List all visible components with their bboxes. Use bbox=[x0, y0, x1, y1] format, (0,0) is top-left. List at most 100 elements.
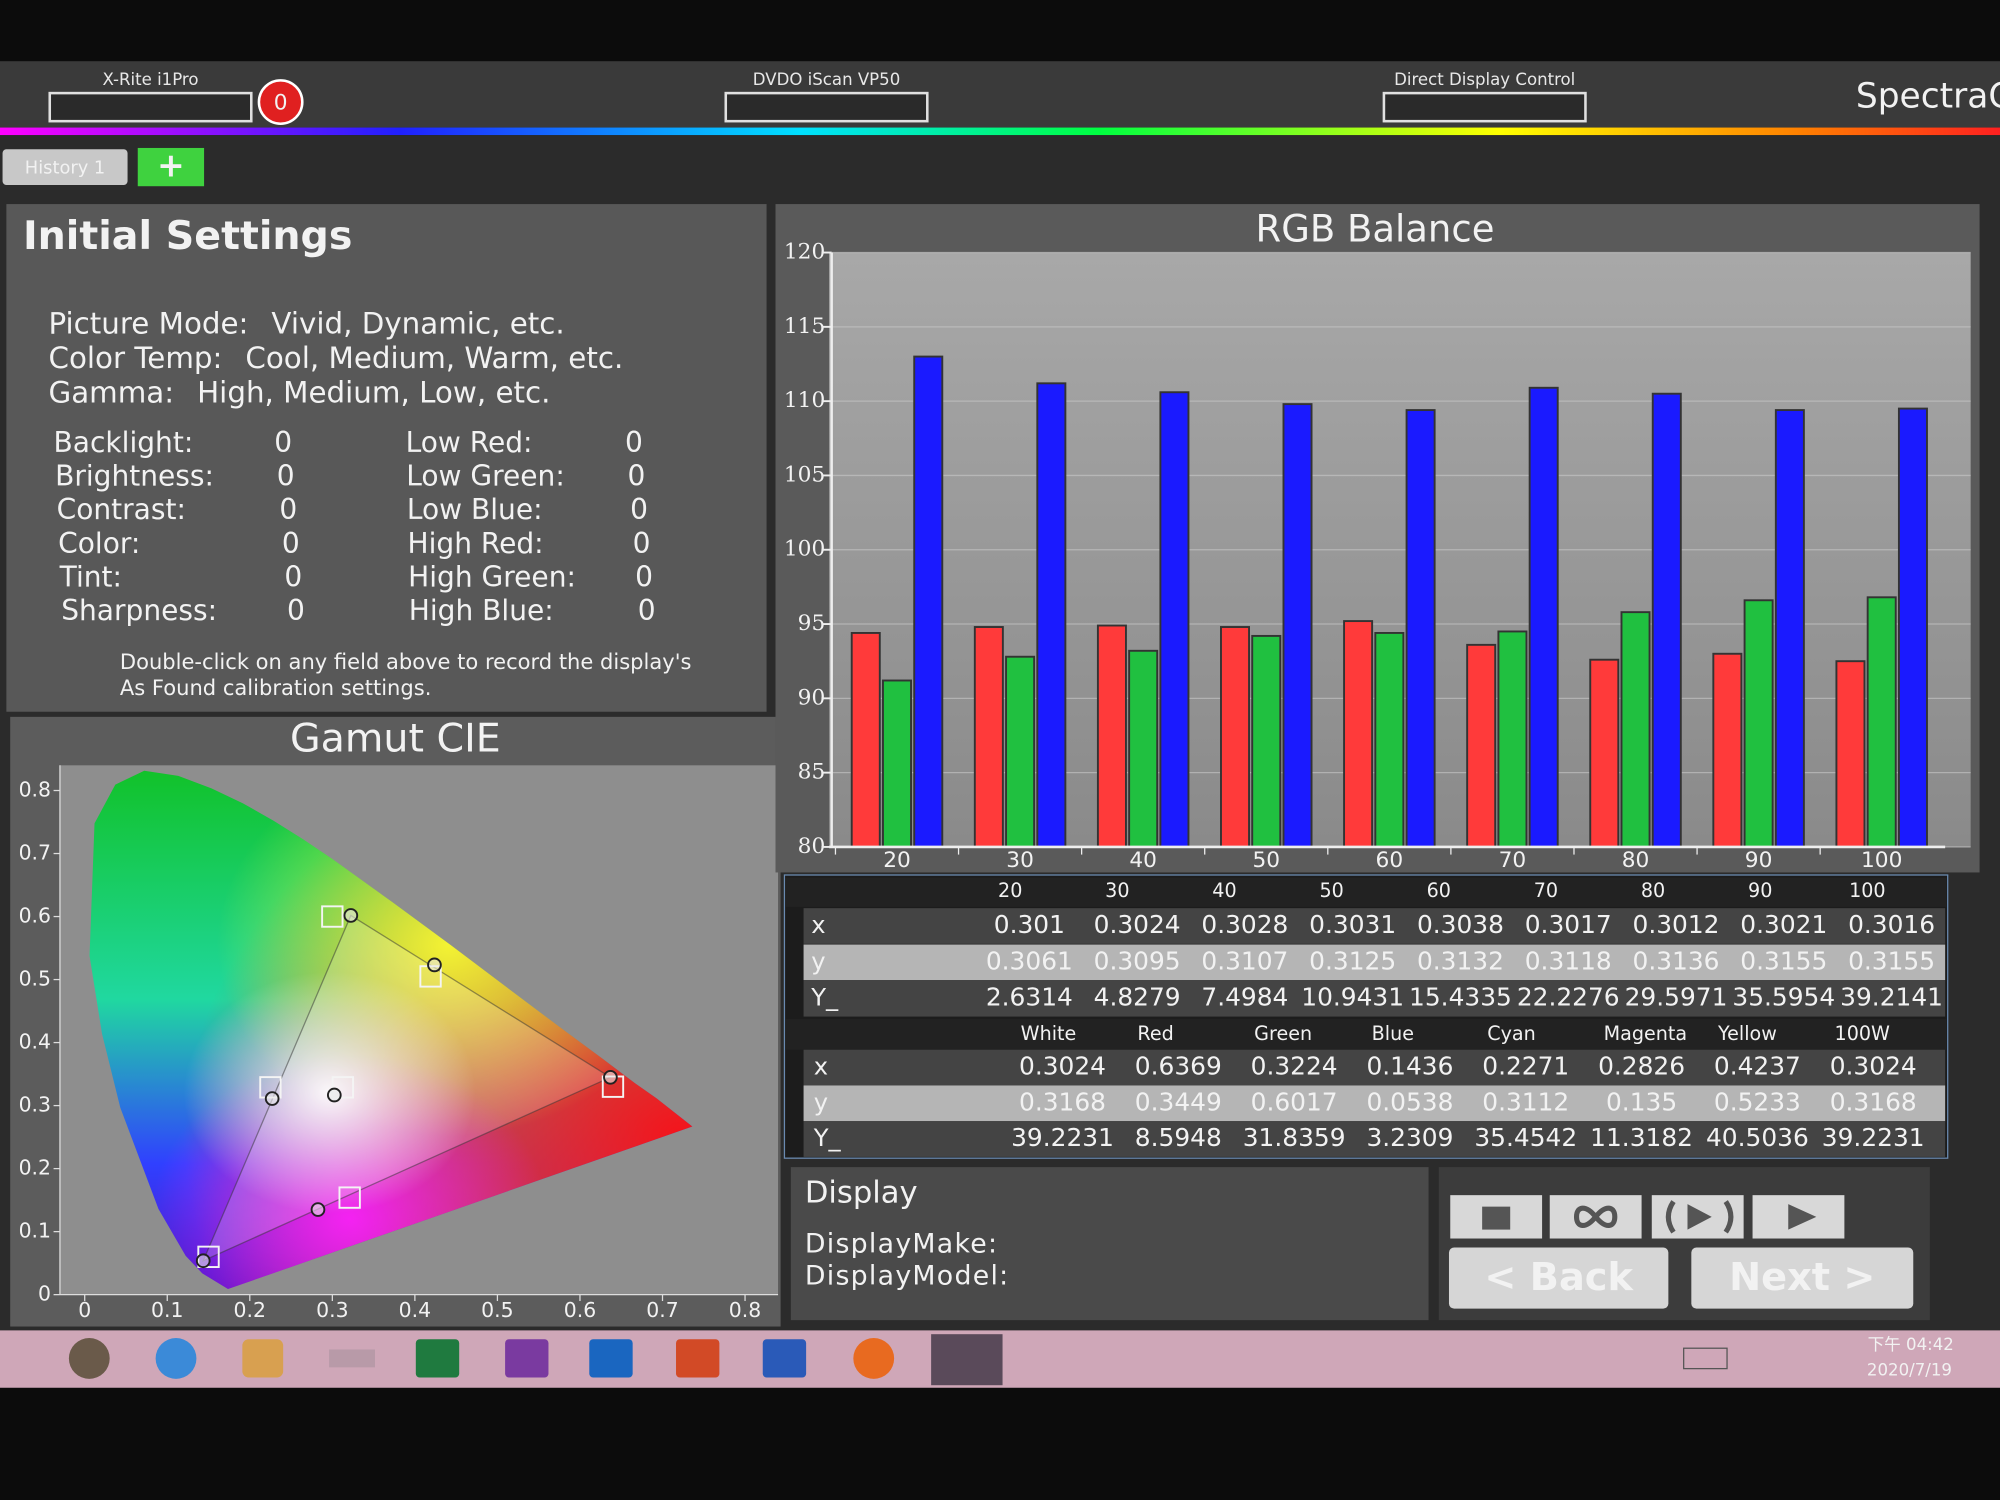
target-point bbox=[331, 1076, 354, 1099]
column-header: 90 bbox=[1748, 879, 1772, 902]
measured-gamut bbox=[202, 914, 612, 1262]
table-row bbox=[803, 1049, 1946, 1086]
device-label: DVDO iScan VP50 bbox=[753, 70, 901, 89]
column-header: Magenta bbox=[1604, 1022, 1687, 1045]
bar bbox=[882, 679, 912, 848]
y-tick-label: 0.8 bbox=[19, 778, 51, 802]
x-tick-label: 0.1 bbox=[151, 1298, 183, 1322]
column-header: Green bbox=[1254, 1022, 1312, 1045]
bar bbox=[1774, 409, 1805, 848]
clock-date: 2020/7/19 bbox=[1867, 1361, 1952, 1380]
device-box[interactable] bbox=[1382, 91, 1587, 123]
y-tick-label: 0.2 bbox=[19, 1156, 51, 1180]
row-label: x bbox=[811, 911, 825, 939]
control-value[interactable]: 0 bbox=[633, 527, 651, 560]
bar bbox=[1405, 409, 1436, 848]
taskbar-icon[interactable] bbox=[68, 1338, 110, 1379]
table-cell: 39.2231 bbox=[1011, 1123, 1114, 1152]
bar bbox=[1005, 655, 1036, 848]
taskbar-icon[interactable] bbox=[762, 1339, 807, 1378]
control-label: Sharpness: bbox=[61, 594, 217, 627]
control-value[interactable]: 0 bbox=[630, 493, 648, 526]
y-tick-label: 115 bbox=[784, 314, 825, 339]
y-tick-label: 100 bbox=[784, 537, 825, 562]
table-header bbox=[785, 877, 1947, 907]
device-box[interactable] bbox=[724, 91, 929, 123]
add-tab[interactable] bbox=[137, 147, 205, 187]
keyboard-icon[interactable] bbox=[1683, 1347, 1728, 1370]
measured-point bbox=[427, 957, 442, 973]
y-tick-label: 0.3 bbox=[19, 1093, 51, 1117]
column-header: 80 bbox=[1641, 879, 1665, 902]
taskbar-icon[interactable] bbox=[242, 1339, 284, 1378]
mode-value: High, Medium, Low, etc. bbox=[197, 376, 550, 410]
table-cell: 0.3155 bbox=[1848, 946, 1935, 975]
loop-icon bbox=[1573, 1205, 1618, 1228]
bar bbox=[1343, 620, 1374, 848]
table-cell: 10.9431 bbox=[1301, 983, 1404, 1012]
table-cell: 3.2309 bbox=[1366, 1123, 1453, 1152]
control-value[interactable]: 0 bbox=[638, 594, 656, 627]
device-box[interactable] bbox=[48, 91, 253, 123]
table-cell: 22.2276 bbox=[1517, 983, 1620, 1012]
button-label[interactable]: Next > bbox=[1729, 1255, 1875, 1300]
x-tick-label: 40 bbox=[1129, 848, 1157, 873]
control-value[interactable]: 0 bbox=[628, 460, 646, 493]
table-cell: 0.6369 bbox=[1135, 1052, 1222, 1081]
taskbar-icon-active[interactable] bbox=[931, 1334, 1003, 1386]
x-tick-label: 0.3 bbox=[316, 1298, 348, 1322]
row-label: y bbox=[814, 1088, 828, 1116]
table-cell: 29.5971 bbox=[1625, 983, 1728, 1012]
control-value[interactable]: 0 bbox=[284, 561, 302, 594]
taskbar-icon[interactable] bbox=[415, 1339, 460, 1378]
taskbar-icon[interactable] bbox=[853, 1338, 895, 1379]
table-cell: 35.5954 bbox=[1732, 983, 1835, 1012]
control-value[interactable]: 0 bbox=[287, 594, 305, 627]
taskbar-icon[interactable] bbox=[155, 1338, 197, 1379]
x-tick-label: 0.6 bbox=[564, 1298, 596, 1322]
column-header: 100 bbox=[1849, 879, 1886, 902]
x-tick-label: 80 bbox=[1622, 848, 1650, 873]
next-button[interactable] bbox=[1691, 1247, 1914, 1309]
column-header: 20 bbox=[998, 879, 1022, 902]
table-cell: 15.4335 bbox=[1409, 983, 1512, 1012]
bar bbox=[913, 355, 944, 848]
bar bbox=[1282, 403, 1313, 848]
note: Double-click on any field above to recor… bbox=[120, 649, 692, 674]
x-tick-label: 100 bbox=[1861, 848, 1902, 873]
control-value[interactable]: 0 bbox=[277, 460, 295, 493]
table-cell: 0.3021 bbox=[1740, 910, 1827, 939]
control-value[interactable]: 0 bbox=[282, 527, 300, 560]
control-label: Backlight: bbox=[54, 426, 194, 459]
control-label: Tint: bbox=[59, 561, 122, 594]
table-cell: 0.3024 bbox=[1094, 910, 1181, 939]
y-tick-label: 110 bbox=[784, 388, 825, 413]
taskbar-icon[interactable] bbox=[676, 1339, 720, 1378]
control-value[interactable]: 0 bbox=[279, 493, 297, 526]
taskbar-icon[interactable] bbox=[505, 1339, 549, 1378]
table-cell: 0.3024 bbox=[1019, 1052, 1106, 1081]
table-cell: 0.135 bbox=[1606, 1087, 1677, 1116]
table-cell: 11.3182 bbox=[1590, 1123, 1693, 1152]
control-label: Color: bbox=[58, 527, 140, 560]
button-label[interactable]: < Back bbox=[1484, 1255, 1634, 1300]
column-header: Yellow bbox=[1717, 1022, 1777, 1045]
control-label: High Blue: bbox=[409, 594, 554, 627]
table-cell: 4.8279 bbox=[1094, 983, 1181, 1012]
history-tab[interactable] bbox=[2, 149, 128, 185]
control-value[interactable]: 0 bbox=[274, 426, 292, 459]
table-cell: 2.6314 bbox=[986, 983, 1073, 1012]
taskbar-icon[interactable] bbox=[589, 1339, 633, 1378]
column-header: 30 bbox=[1105, 879, 1129, 902]
measured-point bbox=[195, 1253, 211, 1269]
x-tick-label: 50 bbox=[1252, 848, 1280, 873]
bar bbox=[1712, 652, 1743, 848]
control-value[interactable]: 0 bbox=[625, 426, 643, 459]
taskbar-icon[interactable] bbox=[329, 1349, 375, 1368]
bar bbox=[850, 632, 881, 848]
measured-point bbox=[343, 908, 359, 923]
control-value[interactable]: 0 bbox=[635, 561, 653, 594]
back-button[interactable] bbox=[1448, 1247, 1669, 1309]
bar bbox=[1466, 643, 1497, 848]
x-tick-label: 0.7 bbox=[646, 1298, 678, 1322]
